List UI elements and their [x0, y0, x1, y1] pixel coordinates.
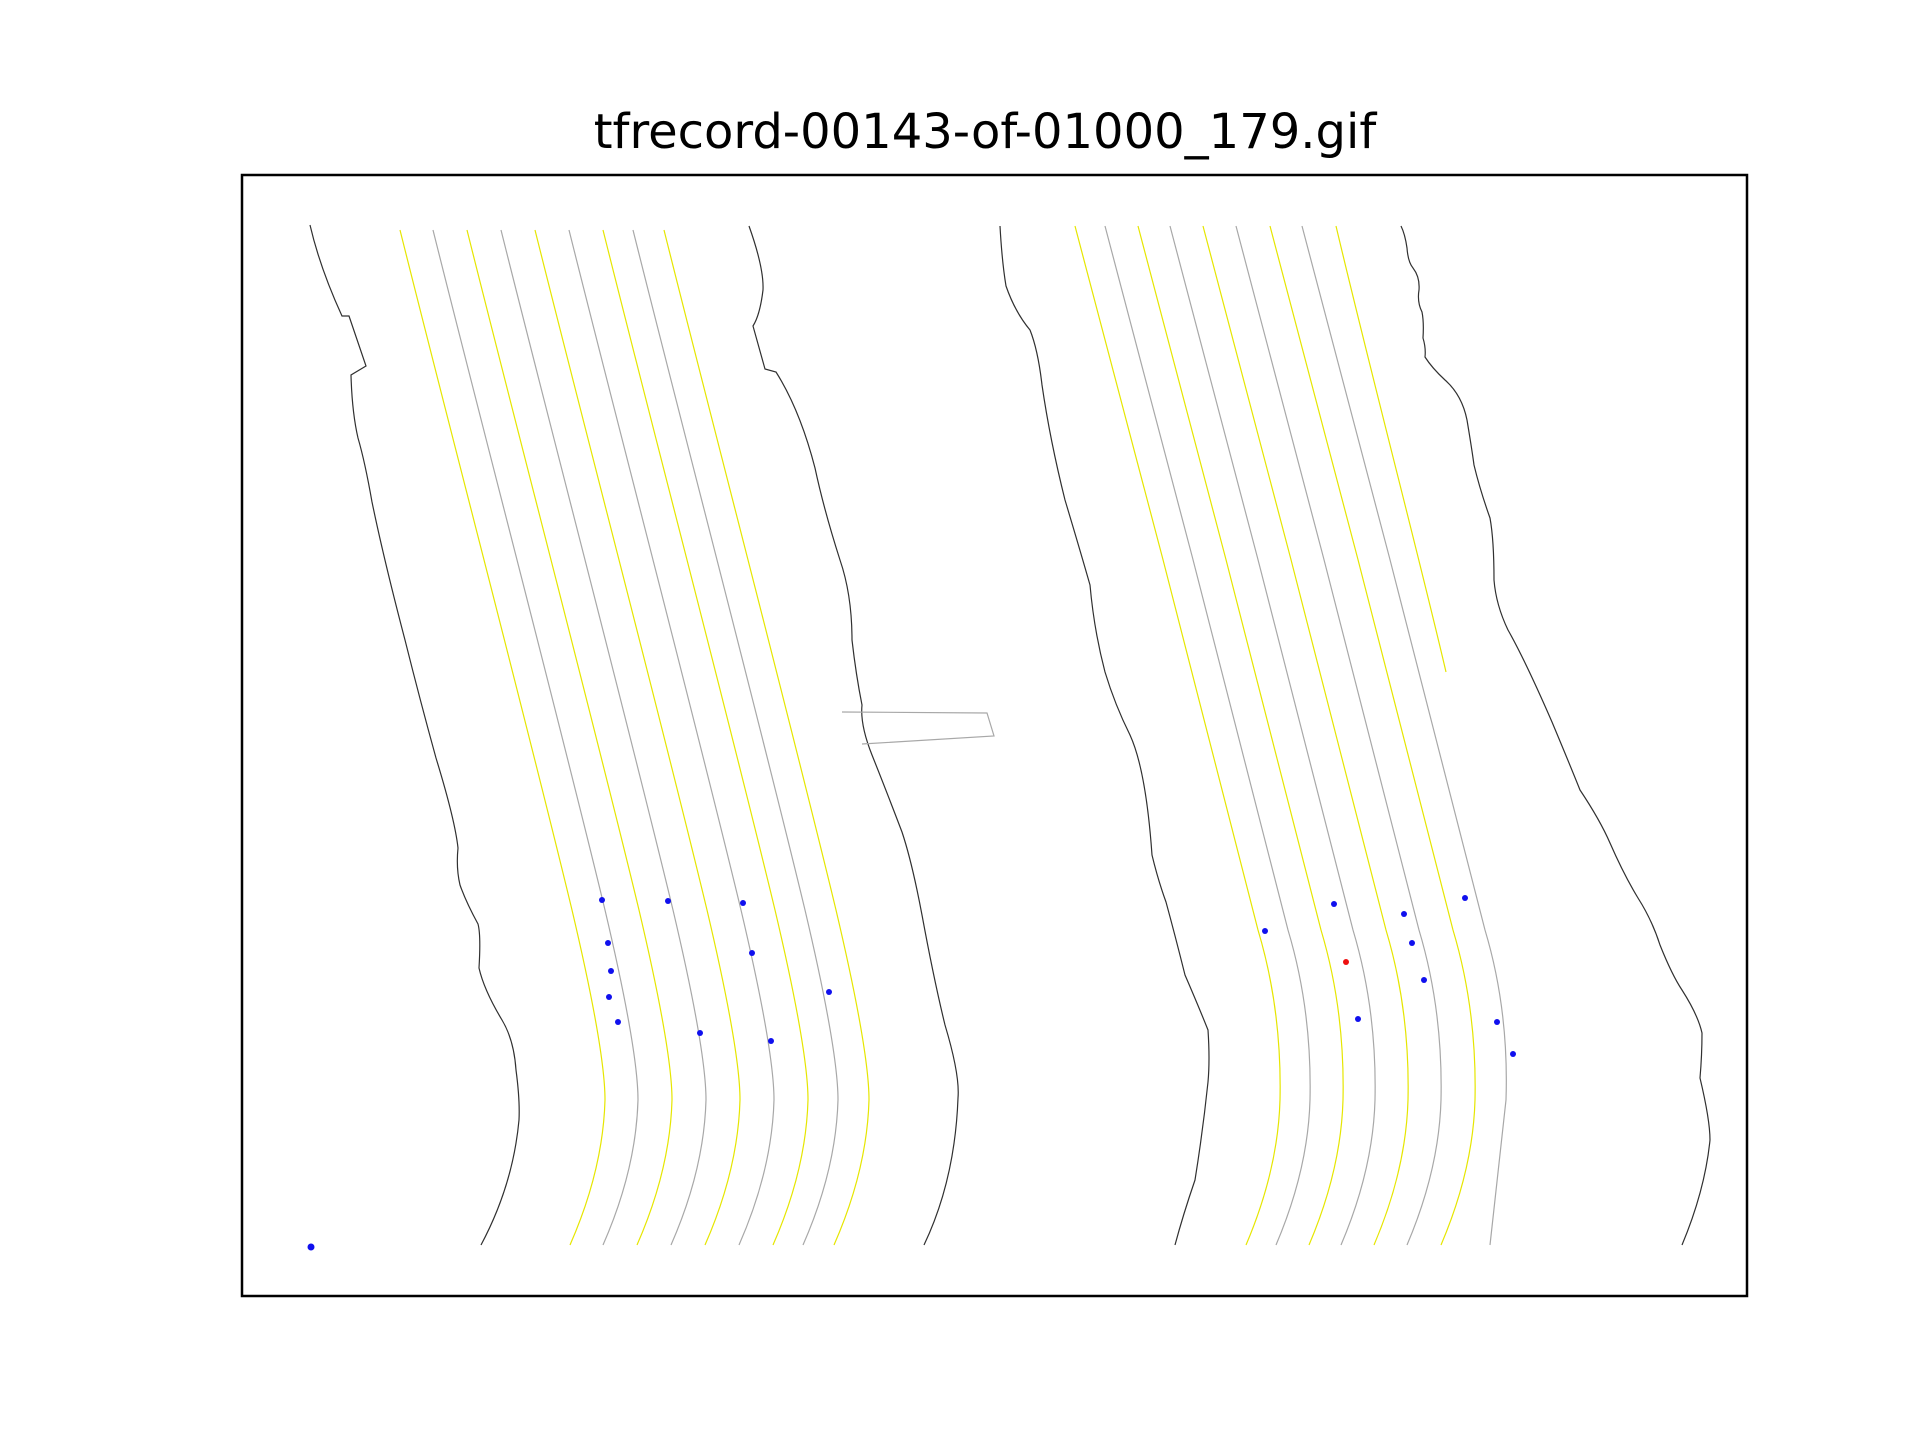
- lane-line-yellow: [1335, 225, 1447, 673]
- road-edge-right-inner: [999, 225, 1210, 1246]
- agent-dot: [1355, 1016, 1361, 1022]
- road-edge-left-outer: [309, 224, 520, 1246]
- lane-lines-right-carriageway: [1074, 225, 1507, 1246]
- lane-line-yellow: [1074, 225, 1281, 1246]
- lane-line-yellow: [399, 229, 606, 1246]
- agent-dot: [608, 968, 614, 974]
- lane-line-yellow: [663, 229, 870, 1246]
- lane-lines-left-carriageway: [399, 229, 870, 1246]
- agent-dot: [826, 989, 832, 995]
- agent-dot: [615, 1019, 621, 1025]
- agent-dot: [749, 950, 755, 956]
- lane-line-gray: [1104, 225, 1311, 1246]
- lane-line-gray: [632, 229, 839, 1246]
- agent-dot: [1409, 940, 1415, 946]
- agent-dot: [665, 898, 671, 904]
- agent-dot: [599, 897, 605, 903]
- agents: [307, 895, 1516, 1251]
- lane-line-gray: [1169, 225, 1376, 1246]
- road-edge-right-outer: [1400, 225, 1711, 1246]
- lane-line-yellow: [1202, 225, 1409, 1246]
- agent-dot: [697, 1030, 703, 1036]
- lane-line-yellow: [1137, 225, 1344, 1246]
- lane-line-gray: [568, 229, 775, 1246]
- lane-line-yellow: [1269, 225, 1476, 1246]
- connector-outline: [841, 711, 995, 745]
- lane-line-yellow: [534, 229, 741, 1246]
- agent-dot: [740, 900, 746, 906]
- figure-title: tfrecord-00143-of-01000_179.gif: [594, 104, 1378, 160]
- agent-dot: [768, 1038, 774, 1044]
- agent-dot: [1262, 928, 1268, 934]
- agent-dot: [605, 940, 611, 946]
- agent-dot: [1421, 977, 1427, 983]
- lane-connector: [841, 711, 995, 745]
- ego-agent-dot: [1343, 959, 1349, 965]
- lane-line-gray: [500, 229, 707, 1246]
- agent-dot: [606, 994, 612, 1000]
- plot-frame: [240, 173, 1749, 1298]
- road-edges: [309, 224, 1711, 1246]
- agent-dot: [1462, 895, 1468, 901]
- lane-line-gray: [1301, 225, 1507, 1246]
- road-edge-left-inner: [748, 225, 959, 1246]
- lane-line-gray: [1235, 225, 1442, 1246]
- agent-dot: [1510, 1051, 1516, 1057]
- lane-line-yellow: [602, 229, 809, 1246]
- lane-line-gray: [432, 229, 639, 1246]
- lane-line-yellow: [466, 229, 673, 1246]
- agent-dot: [307, 1243, 315, 1251]
- agent-dot: [1331, 901, 1337, 907]
- agent-dot: [1494, 1019, 1500, 1025]
- agent-dot: [1401, 911, 1407, 917]
